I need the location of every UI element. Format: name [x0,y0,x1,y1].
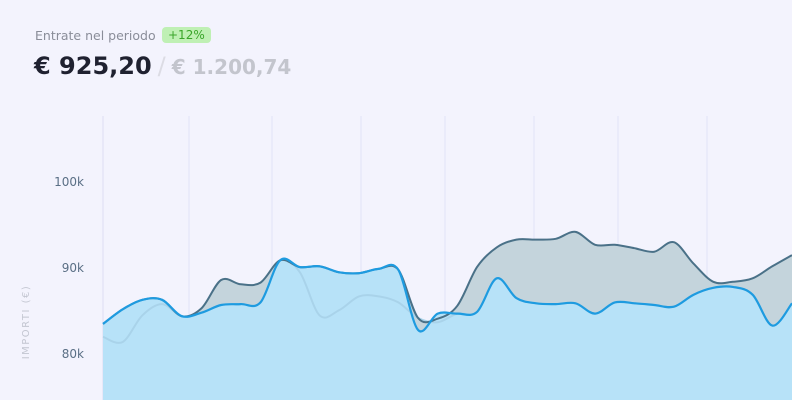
previous-line [102,230,792,325]
total-amount: € 1.200,74 [171,55,292,79]
current-area [103,258,792,400]
areas [102,230,792,400]
current-line [102,257,792,333]
change-badge: +12% [162,27,211,43]
amounts: € 925,20/€ 1.200,74 [34,52,291,80]
y-tick-label: 80k [62,347,84,361]
y-tick-label: 100k [54,175,84,189]
period-label: Entrate nel periodo [35,28,156,43]
separator: / [157,52,166,80]
income-amount: € 925,20 [34,52,152,80]
y-ticks: 80k 90k 100k [54,175,84,361]
y-tick-label: 90k [62,261,84,275]
y-axis-label: IMPORTI (€) [21,285,32,360]
